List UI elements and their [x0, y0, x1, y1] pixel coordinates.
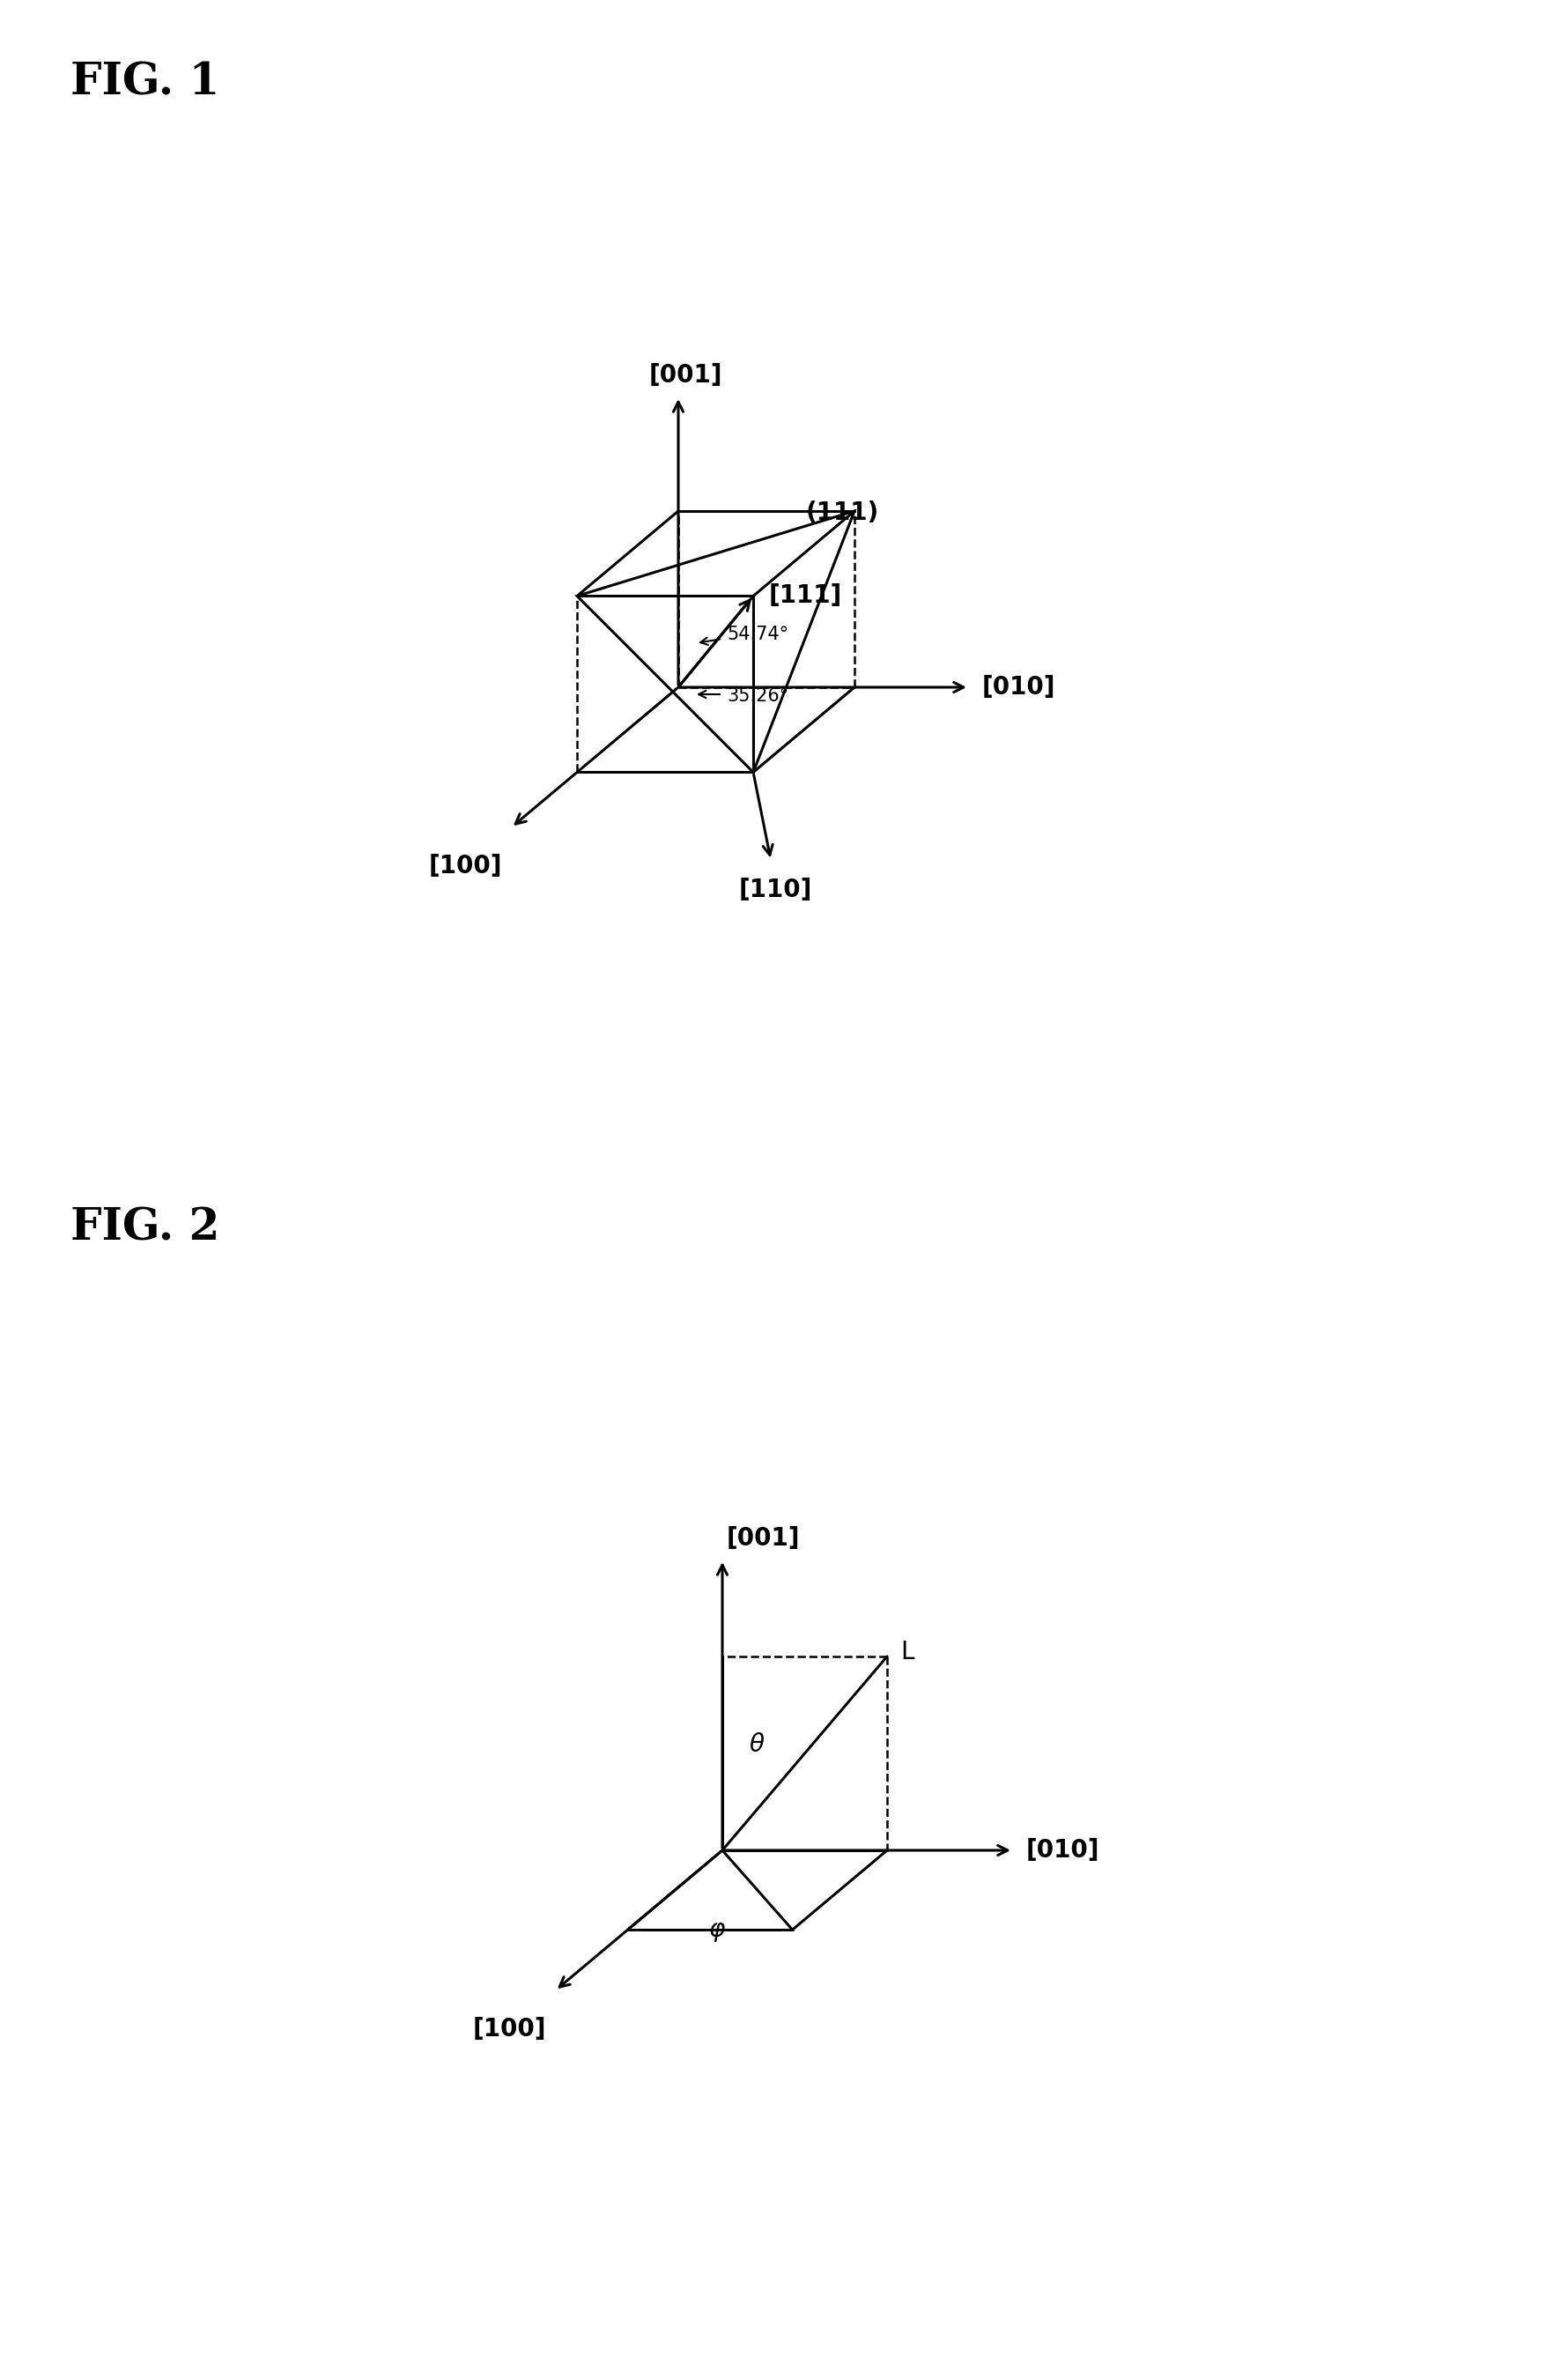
- Text: [010]: [010]: [982, 676, 1055, 700]
- Text: 54.74°: 54.74°: [726, 626, 789, 643]
- Text: (111): (111): [806, 501, 880, 525]
- Text: θ: θ: [750, 1733, 764, 1756]
- Text: FIG. 1: FIG. 1: [71, 61, 220, 104]
- Text: FIG. 2: FIG. 2: [71, 1208, 220, 1251]
- Text: 35.26°: 35.26°: [726, 688, 789, 704]
- Text: [001]: [001]: [649, 364, 723, 388]
- Text: [001]: [001]: [726, 1527, 800, 1551]
- Text: [110]: [110]: [739, 877, 812, 903]
- Text: L: L: [900, 1641, 914, 1664]
- Text: [010]: [010]: [1025, 1837, 1099, 1863]
- Text: [100]: [100]: [474, 2016, 547, 2042]
- Text: [111]: [111]: [770, 584, 842, 608]
- Text: φ: φ: [709, 1917, 724, 1941]
- Text: [100]: [100]: [430, 853, 502, 879]
